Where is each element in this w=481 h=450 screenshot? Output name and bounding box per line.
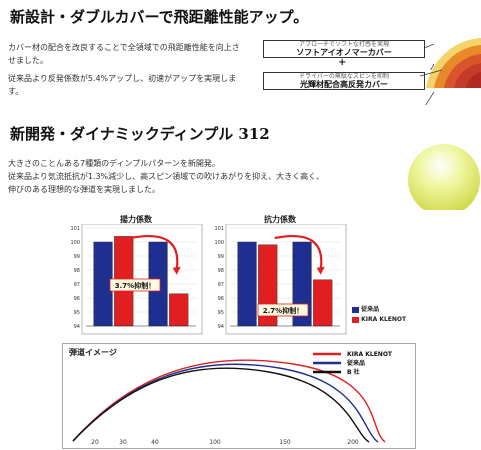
y-tick-label: 100 (70, 240, 80, 246)
x-tick-label: 100 (209, 439, 221, 446)
high-rebound-cover-box: ドライバーの無駄なスピンを抑制 光輝材配合高反発カバー (263, 72, 425, 90)
y-tick-label: 98 (74, 268, 80, 274)
section2-text: 大きさのことんある7種類のディンプルパターンを新開発。 従来品より気流抵抗が1.… (8, 157, 388, 196)
y-tick-label: 101 (70, 226, 80, 232)
bar-legend: 従来品 KIRA KLENOT (352, 304, 406, 323)
bar-old (93, 241, 113, 327)
lift-coefficient-plot: 101 100 99 98 97 96 95 94 3.7%抑制！ (70, 224, 203, 335)
y-tick-label: 97 (218, 282, 224, 288)
legend-label: B 社 (347, 368, 360, 376)
ball-cross-section-illustration (420, 38, 481, 105)
y-tick-label: 95 (74, 310, 80, 316)
x-tick-label: 200 (347, 439, 359, 446)
y-tick-label: 97 (74, 282, 80, 288)
trajectory-line (72, 367, 370, 443)
y-tick-label: 100 (214, 240, 224, 246)
legend-label-old: 従来品 (361, 306, 380, 313)
chart-title: 抗力係数 (264, 215, 296, 224)
legend-swatch-new (352, 316, 359, 323)
annotation-box (109, 278, 161, 292)
y-tick-label: 99 (218, 254, 224, 260)
y-tick-label: 99 (74, 254, 80, 260)
section1-line: カバー材の配合を改良することで全領域での飛距離性能を向上さ (8, 43, 240, 52)
y-tick-label: 98 (218, 268, 224, 274)
x-tick-label: 150 (279, 439, 291, 446)
trajectory-line (72, 359, 386, 443)
trajectory-line (72, 363, 379, 443)
chart-title: 揚力係数 (120, 215, 152, 224)
lift-coefficient-chart: 揚力係数 101 100 99 98 97 96 95 94 3.7%抑制！ (68, 214, 204, 338)
legend-label: KIRA KLENOT (347, 351, 393, 358)
x-tick-label: 40 (151, 439, 159, 446)
section2-title: 新開発・ダイナミックディンプル 312 (10, 125, 270, 143)
legend-label-new: KIRA KLENOT (361, 316, 407, 323)
y-tick-label: 95 (218, 310, 224, 316)
section2-line: 従来品より気流抵抗が1.3%減少し、高スピン領域での吹けあがりを抑え、大きく高く… (8, 172, 325, 181)
section1-title: 新設計・ダブルカバーで飛距離性能アップ。 (10, 8, 309, 26)
golf-ball-image (408, 144, 480, 210)
annotation-arrowhead (172, 266, 181, 275)
annotation-label: 3.7%抑制！ (115, 281, 155, 290)
annotation-box (257, 303, 309, 317)
trajectory-chart: 弾道イメージ 20 30 40 100 150 200 KIRA KLENOT 従来品 B 社 (62, 343, 416, 449)
section2-line: 大きさのことんある7種類のディンプルパターンを新開発。 (8, 159, 220, 168)
bar-old (237, 241, 257, 327)
section1-line: せました。 (8, 56, 48, 65)
drag-coefficient-chart: 抗力係数 101 100 99 98 97 96 95 94 2.7%抑制！ (212, 214, 348, 338)
y-tick-label: 94 (218, 324, 224, 330)
legend-swatch-old (352, 306, 359, 313)
soft-cover-name: ソフトアイオノマーカバー (296, 48, 392, 57)
bar-new (169, 293, 189, 327)
section2-line: 伸びのある理想的な弾道を実現しました。 (8, 185, 160, 194)
y-tick-label: 101 (214, 226, 224, 232)
x-tick-label: 30 (119, 439, 127, 446)
soft-cover-box: アプローチでソフトな打感を実現 ソフトアイオノマーカバー (263, 40, 425, 58)
section1-line: す。 (8, 87, 24, 96)
section1-line: 従来品より反発係数が5.4%アップし、初速がアップを実現しま (8, 74, 237, 83)
legend-label: 従来品 (346, 359, 365, 367)
drag-coefficient-plot: 101 100 99 98 97 96 95 94 2.7%抑制！ (214, 224, 347, 335)
y-tick-label: 96 (218, 296, 224, 302)
connector-lines (424, 43, 434, 70)
annotation-label: 2.7%抑制！ (263, 306, 303, 315)
annotation-arrow (274, 234, 323, 270)
y-tick-label: 96 (74, 296, 80, 302)
chart-title: 弾道イメージ (69, 348, 117, 357)
x-tick-label: 20 (91, 439, 99, 446)
high-rebound-cover-name: 光輝材配合高反発カバー (300, 80, 388, 89)
high-rebound-cover-note: ドライバーの無駄なスピンを抑制 (299, 73, 389, 80)
soft-cover-note: アプローチでソフトな打感を実現 (298, 41, 389, 48)
y-tick-label: 94 (74, 324, 80, 330)
section1-text: カバー材の配合を改良することで全領域での飛距離性能を向上さ せました。 従来品よ… (8, 41, 258, 98)
annotation-arrowhead (316, 266, 325, 275)
plus-sign: + (338, 57, 347, 68)
bar-new (313, 279, 333, 327)
annotation-arrow (130, 234, 179, 270)
